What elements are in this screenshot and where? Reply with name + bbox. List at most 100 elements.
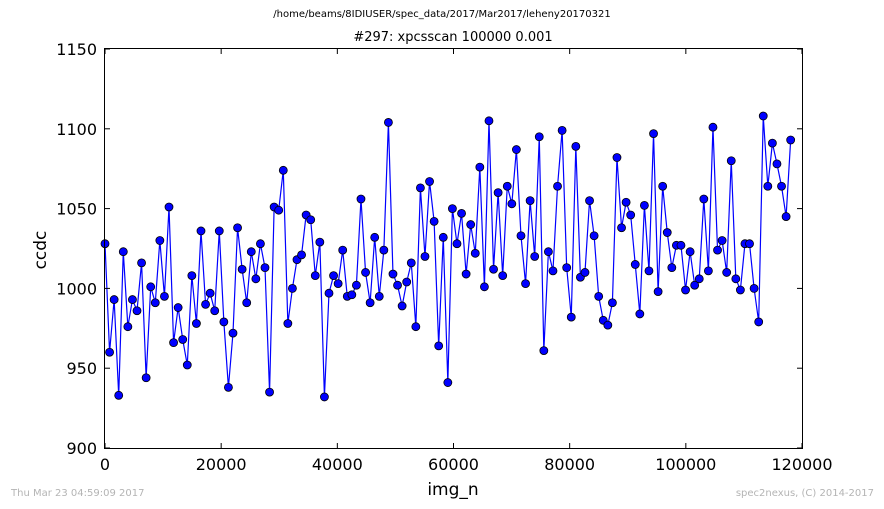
chart-title: #297: xpcsscan 100000 0.001 [353, 30, 553, 45]
data-point [512, 145, 521, 154]
data-point [735, 285, 745, 295]
data-point [329, 271, 338, 281]
data-point [310, 271, 320, 281]
data-point [475, 162, 485, 172]
data-point [626, 210, 636, 220]
data-point [640, 201, 649, 210]
data-point [694, 274, 704, 284]
y-tick-label: 900 [66, 439, 97, 458]
axis-ticks: 0 20000 40000 60000 80000 100000 120000 900 950 1… [56, 40, 832, 474]
data-point [658, 181, 668, 191]
data-point [786, 135, 796, 145]
data-point [448, 204, 457, 214]
data-point [411, 322, 421, 332]
data-point [361, 268, 370, 277]
data-point [521, 279, 530, 289]
y-tick-label: 950 [66, 359, 97, 378]
data-point [516, 231, 526, 241]
y-tick-label: 1000 [56, 279, 97, 298]
x-tick-label: 40000 [312, 455, 363, 474]
data-point [397, 301, 407, 311]
data-point [470, 248, 480, 258]
data-point [105, 347, 114, 357]
data-point [141, 373, 151, 383]
data-point [402, 277, 412, 287]
data-point [219, 317, 229, 327]
data-point [109, 295, 119, 304]
data-point [187, 271, 197, 281]
data-point [534, 132, 544, 142]
data-point [617, 223, 626, 233]
data-point [324, 288, 334, 298]
x-tick-label: 60000 [428, 455, 479, 474]
data-point [493, 188, 503, 198]
y-tick-label: 1100 [56, 120, 97, 139]
data-point [726, 156, 736, 166]
data-point [274, 205, 284, 215]
data-point [393, 280, 402, 290]
data-point [777, 181, 786, 191]
data-point [288, 283, 297, 293]
data-point [388, 269, 398, 279]
data-point [566, 312, 576, 322]
data-point [260, 263, 270, 273]
data-point [333, 279, 343, 289]
data-point [173, 303, 183, 312]
data-point [146, 282, 156, 292]
x-tick-label: 0 [100, 455, 110, 474]
data-point [370, 232, 380, 242]
data-point [461, 269, 471, 279]
data-point [365, 298, 375, 308]
series-group [100, 111, 796, 402]
data-point [603, 320, 613, 330]
data-point [621, 197, 631, 207]
data-point [667, 263, 677, 273]
data-point [557, 125, 567, 135]
data-point [749, 283, 759, 293]
data-point [237, 264, 247, 274]
data-point [466, 220, 476, 229]
data-point [164, 202, 174, 212]
data-point [338, 245, 348, 255]
data-point [233, 223, 242, 233]
data-point [649, 129, 658, 138]
data-point [635, 309, 645, 319]
data-point [379, 245, 389, 255]
data-point [685, 247, 695, 257]
data-point [283, 319, 293, 328]
data-point [242, 298, 252, 308]
data-point [731, 274, 741, 284]
data-point [228, 328, 238, 338]
data-point [539, 346, 549, 356]
data-point [525, 196, 535, 206]
data-point [676, 240, 686, 250]
footer-credit: spec2nexus, (C) 2014-2017 [735, 488, 874, 499]
data-point [507, 199, 517, 209]
footer-timestamp: Thu Mar 23 04:59:09 2017 [11, 488, 145, 499]
data-point [653, 287, 663, 296]
data-point [205, 288, 215, 298]
data-point [580, 268, 590, 277]
data-point [713, 245, 722, 255]
data-point [758, 111, 768, 121]
data-point [772, 159, 782, 169]
x-axis-label: img_n [427, 480, 478, 500]
data-point [585, 196, 594, 206]
data-point [137, 258, 146, 268]
data-point [438, 232, 448, 242]
data-point [480, 282, 489, 292]
data-point [256, 239, 265, 249]
data-point [690, 280, 700, 290]
data-point [123, 322, 133, 332]
data-point [703, 266, 713, 276]
data-point [178, 335, 188, 344]
data-point [544, 247, 553, 257]
data-point [502, 181, 512, 191]
data-point [201, 299, 210, 309]
data-point [589, 231, 599, 241]
data-point [429, 216, 439, 226]
data-point [315, 237, 325, 247]
data-point [708, 122, 718, 132]
data-point [681, 285, 690, 295]
